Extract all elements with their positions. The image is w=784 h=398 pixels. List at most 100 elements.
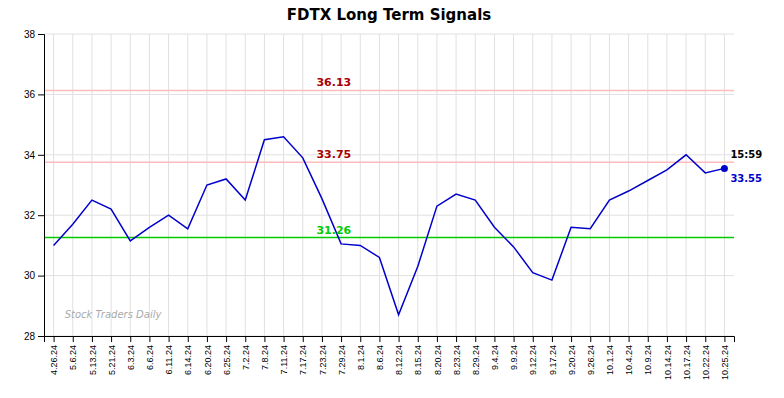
grid-line [551, 34, 552, 336]
x-tick: 5.6.24 [68, 336, 78, 370]
x-tick-mark [341, 336, 342, 342]
grid-line [398, 34, 399, 336]
x-tick-mark [475, 336, 476, 342]
x-tick-mark [226, 336, 227, 342]
x-tick-label: 7.23.24 [318, 345, 328, 375]
x-tick-mark [533, 336, 534, 342]
x-tick-label: 9.9.24 [509, 345, 519, 370]
x-tick-mark [379, 336, 380, 342]
x-tick-label: 5.6.24 [68, 345, 78, 370]
plot-area [44, 90, 734, 314]
grid-line [532, 34, 533, 336]
x-tick-mark [629, 336, 630, 342]
x-tick-mark [149, 336, 150, 342]
x-tick-mark [590, 336, 591, 342]
x-tick-label: 10.1.24 [605, 345, 615, 375]
x-tick: 9.17.24 [548, 336, 558, 375]
x-tick: 7.2.24 [241, 336, 251, 370]
reference-label: 33.75 [316, 148, 351, 161]
x-tick-mark [399, 336, 400, 342]
y-tick-mark [38, 94, 44, 95]
axis-domain [38, 35, 45, 337]
x-tick-mark [494, 336, 495, 342]
x-tick: 10.4.24 [624, 336, 634, 375]
reference-label: 36.13 [316, 76, 351, 89]
x-tick: 7.11.24 [279, 336, 289, 374]
y-tick-mark [38, 215, 44, 216]
grid-line [590, 34, 591, 336]
x-tick-label: 5.13.24 [88, 345, 98, 375]
grid [44, 34, 734, 336]
reference-line [44, 237, 734, 239]
x-tick-mark [264, 336, 265, 342]
grid-line [417, 34, 418, 336]
grid-line [475, 34, 476, 336]
x-tick-label: 9.20.24 [567, 345, 577, 375]
axis-domain [45, 337, 735, 343]
x-tick-label: 9.17.24 [548, 345, 558, 375]
x-tick-label: 8.12.24 [394, 345, 404, 375]
x-tick-mark [418, 336, 419, 342]
x-tick-mark [360, 336, 361, 342]
x-tick: 7.17.24 [298, 336, 308, 375]
grid-line [264, 34, 265, 336]
grid-line [44, 94, 734, 95]
x-tick-mark [514, 336, 515, 342]
x-tick-mark [188, 336, 189, 342]
chart: FDTX Long Term Signals 4.26.24 5.6.24 5.13.… [0, 0, 784, 398]
x-tick-mark [322, 336, 323, 342]
x-tick: 8.29.24 [471, 336, 481, 375]
x-tick-label: 8.20.24 [433, 345, 443, 375]
x-tick: 9.9.24 [509, 336, 519, 370]
x-tick: 6.6.24 [145, 336, 155, 370]
x-tick-label: 4.26.24 [49, 345, 59, 375]
grid-line [44, 154, 734, 155]
x-tick: 8.20.24 [433, 336, 443, 375]
x-tick: 10.25.24 [720, 336, 730, 380]
x-tick: 10.17.24 [682, 336, 692, 380]
x-tick: 9.20.24 [567, 336, 577, 375]
grid-line [436, 34, 437, 336]
x-tick-label: 10.22.24 [701, 345, 711, 380]
grid-line [628, 34, 629, 336]
grid-line [91, 34, 92, 336]
x-tick: 10.9.24 [643, 336, 653, 375]
x-tick: 8.15.24 [413, 336, 423, 375]
grid-line [647, 34, 648, 336]
y-tick-mark [38, 34, 44, 35]
x-tick-label: 10.14.24 [663, 345, 673, 380]
x-tick: 6.11.24 [164, 336, 174, 374]
grid-line [494, 34, 495, 336]
x-tick-mark [571, 336, 572, 342]
x-tick-mark [111, 336, 112, 342]
x-tick-mark [705, 336, 706, 342]
x-tick-label: 6.14.24 [183, 345, 193, 375]
x-tick-label: 10.25.24 [720, 345, 730, 380]
y-tick: 38 [24, 29, 44, 40]
x-tick-mark [456, 336, 457, 342]
x-tick-label: 10.4.24 [624, 345, 634, 375]
grid-line [44, 34, 734, 35]
x-tick-mark [667, 336, 668, 342]
y-tick-mark [38, 336, 44, 337]
title: FDTX Long Term Signals [287, 6, 492, 24]
y-tick-label: 34 [24, 150, 36, 161]
watermark: Stock Traders Daily [65, 309, 163, 320]
grid-line [111, 34, 112, 336]
grid-line [130, 34, 131, 336]
x-tick: 7.23.24 [318, 336, 328, 375]
grid-line [686, 34, 687, 336]
grid-line [724, 34, 725, 336]
grid-line [360, 34, 361, 336]
x-tick: 10.22.24 [701, 336, 711, 380]
x-tick: 8.1.24 [356, 336, 366, 370]
y-tick: 36 [24, 89, 44, 100]
reference-line [44, 90, 734, 92]
x-tick-mark [609, 336, 610, 342]
x-tick-mark [207, 336, 208, 342]
annotation: 15:59 [730, 149, 762, 160]
x-tick: 10.1.24 [605, 336, 615, 375]
grid-line [245, 34, 246, 336]
x-tick: 10.14.24 [663, 336, 673, 380]
x-tick-mark [245, 336, 246, 342]
